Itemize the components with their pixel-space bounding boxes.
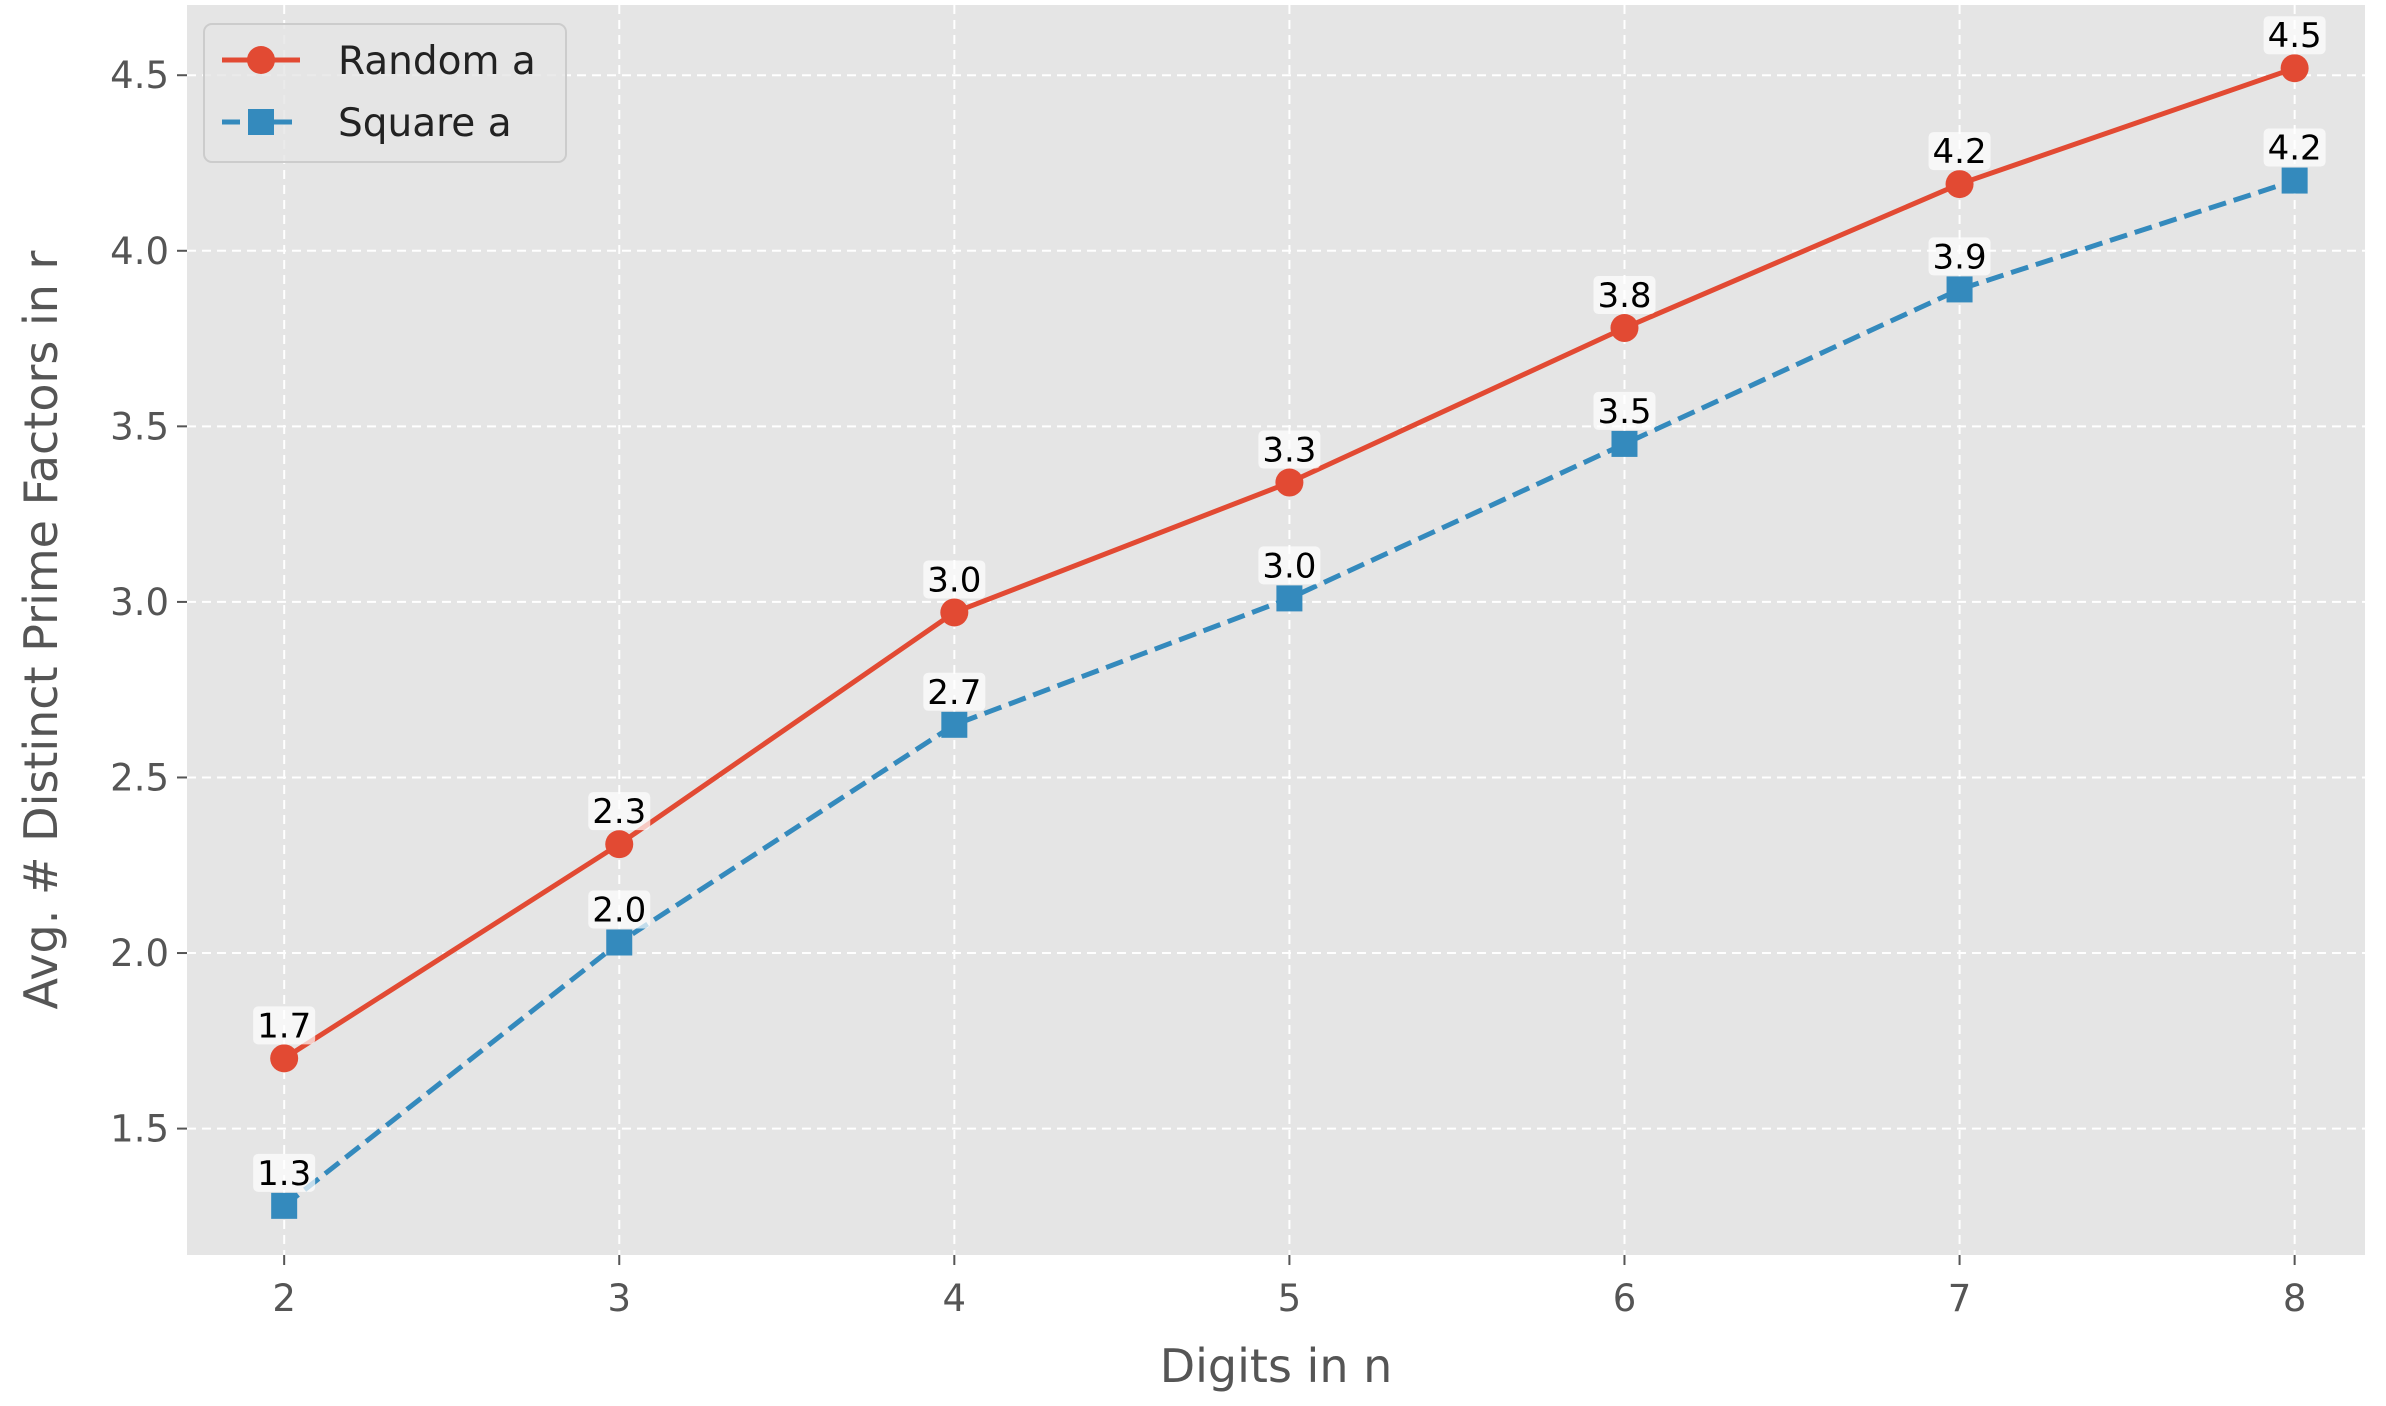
data-label-box xyxy=(253,1006,316,1045)
plot-area xyxy=(187,5,2365,1255)
x-tick-label: 8 xyxy=(2283,1277,2307,1320)
data-label-box xyxy=(1258,546,1321,585)
y-tick-label: 2.5 xyxy=(110,756,169,799)
legend-marker-square-a xyxy=(248,109,274,135)
y-tick-label: 3.5 xyxy=(110,405,169,448)
y-tick-label: 1.5 xyxy=(110,1108,169,1151)
x-tick-label: 6 xyxy=(1613,1277,1637,1320)
data-label-square-a: 3.5 xyxy=(1597,392,1651,432)
data-label-box xyxy=(923,560,986,599)
x-tick-label: 2 xyxy=(272,1277,296,1320)
data-label-box xyxy=(2263,16,2326,55)
x-axis-label: Digits in n xyxy=(1160,1339,1393,1393)
legend: Random a Square a xyxy=(203,23,567,163)
y-tick-label: 2.0 xyxy=(110,932,169,975)
point-random-a xyxy=(270,1044,299,1073)
data-label-random-a: 3.3 xyxy=(1262,431,1316,471)
data-labels: 1.7 2.3 3.0 3.3 3.8 4.2 4.5 1.3 2.0 2.7 3.0 3.5 3.9 4… xyxy=(253,16,2326,1194)
x-tick-label: 5 xyxy=(1278,1277,1302,1320)
data-label-box xyxy=(1928,132,1991,171)
point-random-a xyxy=(2280,54,2309,83)
x-tick-label: 7 xyxy=(1948,1277,1972,1320)
data-label-box xyxy=(1593,391,1656,430)
point-random-a xyxy=(940,598,969,627)
series-markers xyxy=(270,54,2309,1219)
y-tick-label: 4.0 xyxy=(110,230,169,273)
data-label-random-a: 1.7 xyxy=(257,1006,311,1046)
point-square-a xyxy=(606,929,633,956)
data-label-square-a: 3.0 xyxy=(1262,546,1316,586)
data-label-random-a: 2.3 xyxy=(592,792,646,832)
point-random-a xyxy=(1610,314,1639,343)
point-random-a xyxy=(605,830,634,859)
x-tick-label: 3 xyxy=(607,1277,631,1320)
data-label-box xyxy=(2263,128,2326,167)
y-axis-label: Avg. # Distinct Prime Factors in r xyxy=(14,250,68,1009)
data-label-random-a: 4.2 xyxy=(1933,132,1987,172)
y-axis-ticks: 1.5 2.0 2.5 3.0 3.5 4.0 4.5 xyxy=(110,54,187,1151)
legend-label-random-a: Random a xyxy=(338,39,536,84)
y-tick-label: 3.0 xyxy=(110,581,169,624)
data-label-square-a: 1.3 xyxy=(257,1154,311,1194)
data-label-random-a: 3.0 xyxy=(927,560,981,600)
data-label-random-a: 3.8 xyxy=(1597,276,1651,316)
point-square-a xyxy=(2281,167,2308,194)
point-square-a xyxy=(1276,585,1303,612)
point-square-a xyxy=(1946,276,1973,303)
data-label-square-a: 4.2 xyxy=(2268,129,2322,169)
data-label-square-a: 2.7 xyxy=(927,673,981,713)
legend-label-square-a: Square a xyxy=(338,101,512,146)
point-random-a xyxy=(1945,170,1974,199)
x-axis-ticks: 2 3 4 5 6 7 8 xyxy=(272,1255,2306,1320)
y-tick-label: 4.5 xyxy=(110,54,169,97)
x-tick-label: 4 xyxy=(943,1277,967,1320)
data-label-box xyxy=(1593,276,1656,315)
point-square-a xyxy=(271,1192,298,1219)
data-label-box xyxy=(1258,430,1321,469)
data-label-square-a: 2.0 xyxy=(592,891,646,931)
data-label-square-a: 3.9 xyxy=(1933,237,1987,277)
data-label-box xyxy=(1928,237,1991,276)
data-label-box xyxy=(588,792,651,831)
legend-marker-random-a xyxy=(247,46,275,74)
data-label-random-a: 4.5 xyxy=(2268,16,2322,56)
data-label-box xyxy=(923,672,986,711)
data-label-box xyxy=(253,1153,316,1192)
point-square-a xyxy=(1611,430,1638,457)
point-random-a xyxy=(1275,468,1304,497)
data-label-box xyxy=(588,890,651,929)
point-square-a xyxy=(941,711,968,738)
